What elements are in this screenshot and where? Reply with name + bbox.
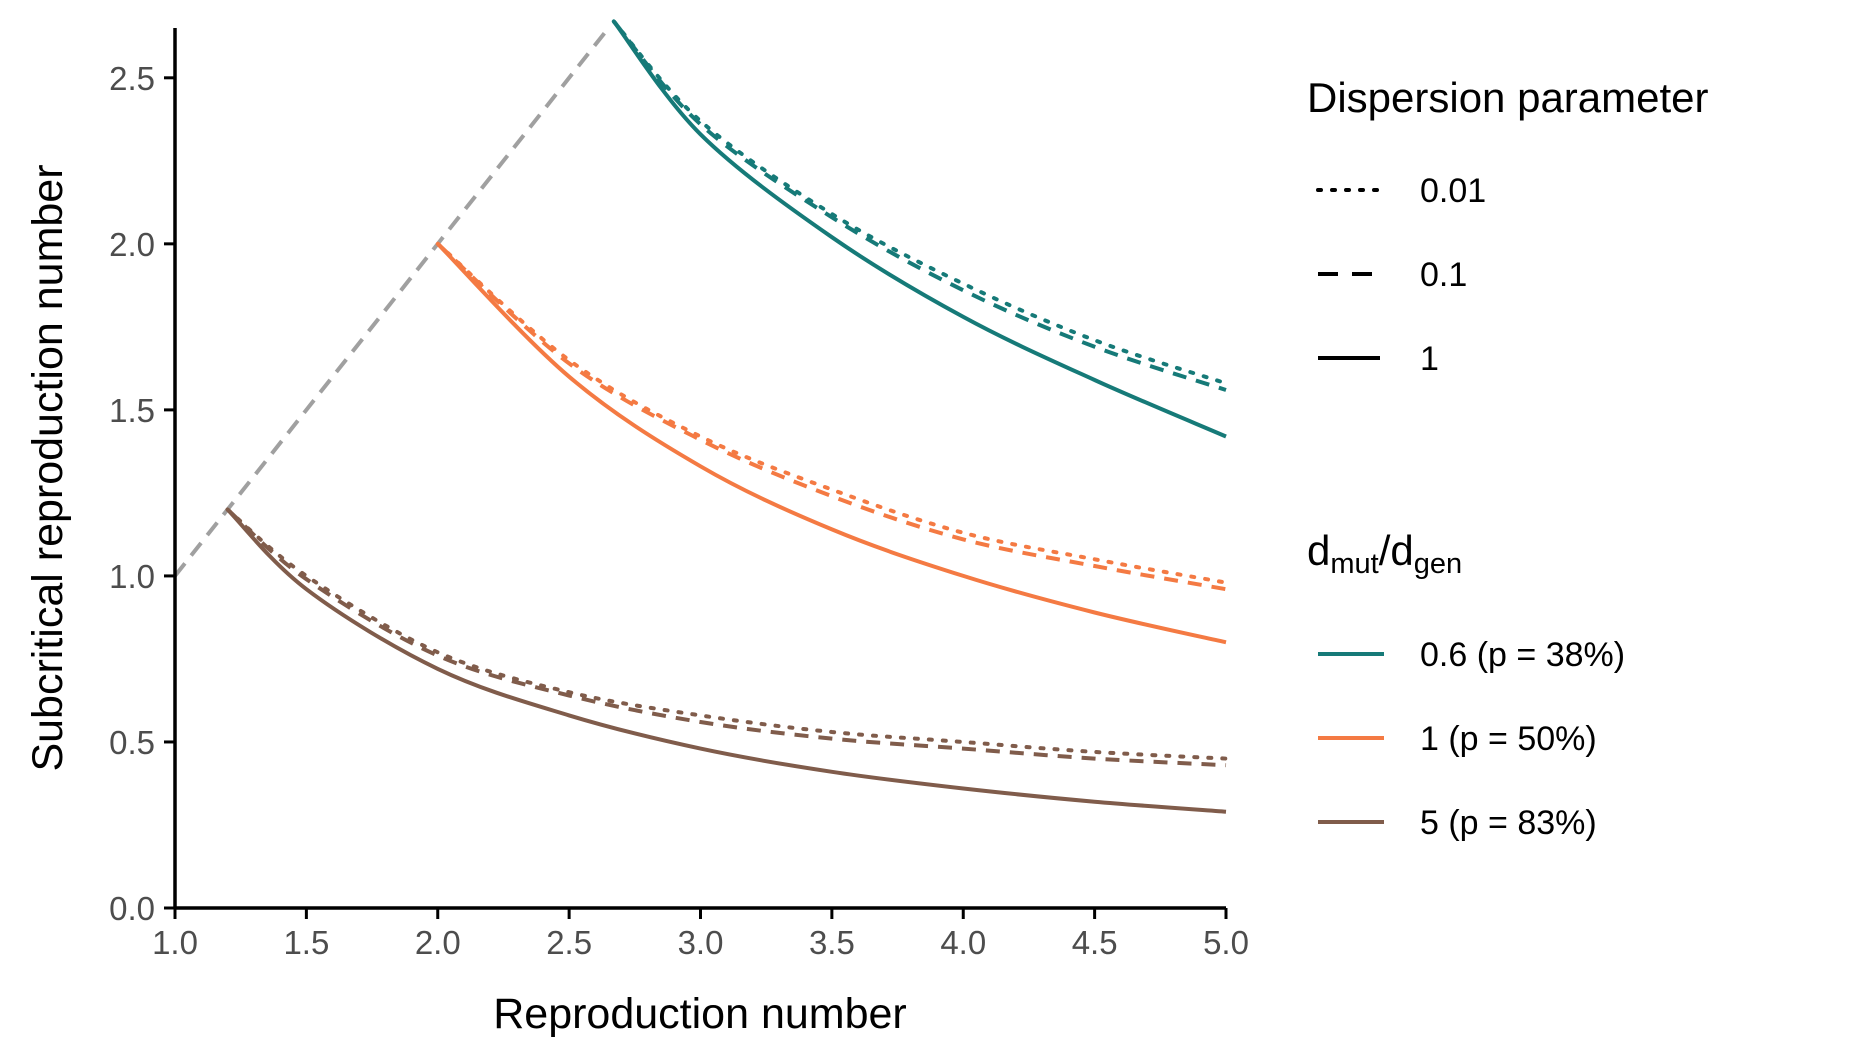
x-tick-label: 4.0 [940, 924, 986, 961]
y-tick-label: 2.0 [109, 226, 155, 263]
x-tick-label: 3.0 [678, 924, 724, 961]
legend-ratio-title: dmut/dgen [1307, 527, 1462, 580]
x-tick-label: 1.0 [152, 924, 198, 961]
series-line-8 [225, 507, 1228, 761]
y-tick-label: 0.0 [109, 890, 155, 927]
x-tick-label: 1.5 [283, 924, 329, 961]
legend-ratio-title-sub1: mut [1330, 548, 1378, 580]
legend-ratio-label: 5 (p = 83%) [1420, 804, 1597, 842]
series-line-7 [226, 507, 1227, 768]
legend-dispersion-label: 0.01 [1420, 172, 1486, 210]
series-line-3 [436, 242, 1227, 645]
series-line-2 [611, 19, 1228, 386]
legend-ratio: dmut/dgen 0.6 (p = 38%) 1 (p = 50%) 5 (p =… [1307, 527, 1625, 842]
legend-ratio-title-slash: /d [1379, 527, 1414, 574]
y-axis-title: Subcritical reproduction number [24, 164, 72, 771]
legend-ratio-label: 1 (p = 50%) [1420, 720, 1597, 758]
legend-dispersion-label: 0.1 [1420, 256, 1467, 294]
legend-ratio-items: 0.6 (p = 38%) 1 (p = 50%) 5 (p = 83%) [1318, 636, 1625, 842]
x-tick-label: 4.5 [1072, 924, 1118, 961]
legend-ratio-title-sub2: gen [1414, 548, 1462, 580]
series-line-6 [226, 508, 1227, 814]
series-line-0 [612, 20, 1227, 439]
plot-area: 1.0 1.5 2.0 2.5 3.0 3.5 4.0 4.5 5.0 0.0 0.5 1.0 1.5… [109, 19, 1249, 961]
legend-ratio-label: 0.6 (p = 38%) [1420, 636, 1625, 674]
legend-dispersion-items: 0.01 0.1 1 [1316, 172, 1486, 378]
x-axis-ticks: 1.0 1.5 2.0 2.5 3.0 3.5 4.0 4.5 5.0 [152, 908, 1249, 961]
legend-dispersion-title: Dispersion parameter [1307, 74, 1709, 121]
x-tick-label: 3.5 [809, 924, 855, 961]
legend-ratio-title-main: d [1307, 527, 1330, 574]
x-tick-label: 2.5 [546, 924, 592, 961]
reference-line [173, 26, 611, 578]
series-layer [173, 19, 1228, 814]
series-line-4 [436, 242, 1227, 592]
legend-dispersion: Dispersion parameter 0.01 0.1 1 [1307, 74, 1709, 378]
x-tick-label: 2.0 [415, 924, 461, 961]
x-tick-label: 5.0 [1203, 924, 1249, 961]
y-tick-label: 2.5 [109, 60, 155, 97]
x-axis-title: Reproduction number [493, 990, 907, 1038]
y-tick-label: 0.5 [109, 724, 155, 761]
y-axis-ticks: 0.0 0.5 1.0 1.5 2.0 2.5 [109, 60, 175, 927]
y-tick-label: 1.5 [109, 392, 155, 429]
legend-dispersion-label: 1 [1420, 340, 1439, 378]
series-line-1 [612, 20, 1227, 392]
series-line-5 [435, 241, 1228, 585]
y-tick-label: 1.0 [109, 558, 155, 595]
